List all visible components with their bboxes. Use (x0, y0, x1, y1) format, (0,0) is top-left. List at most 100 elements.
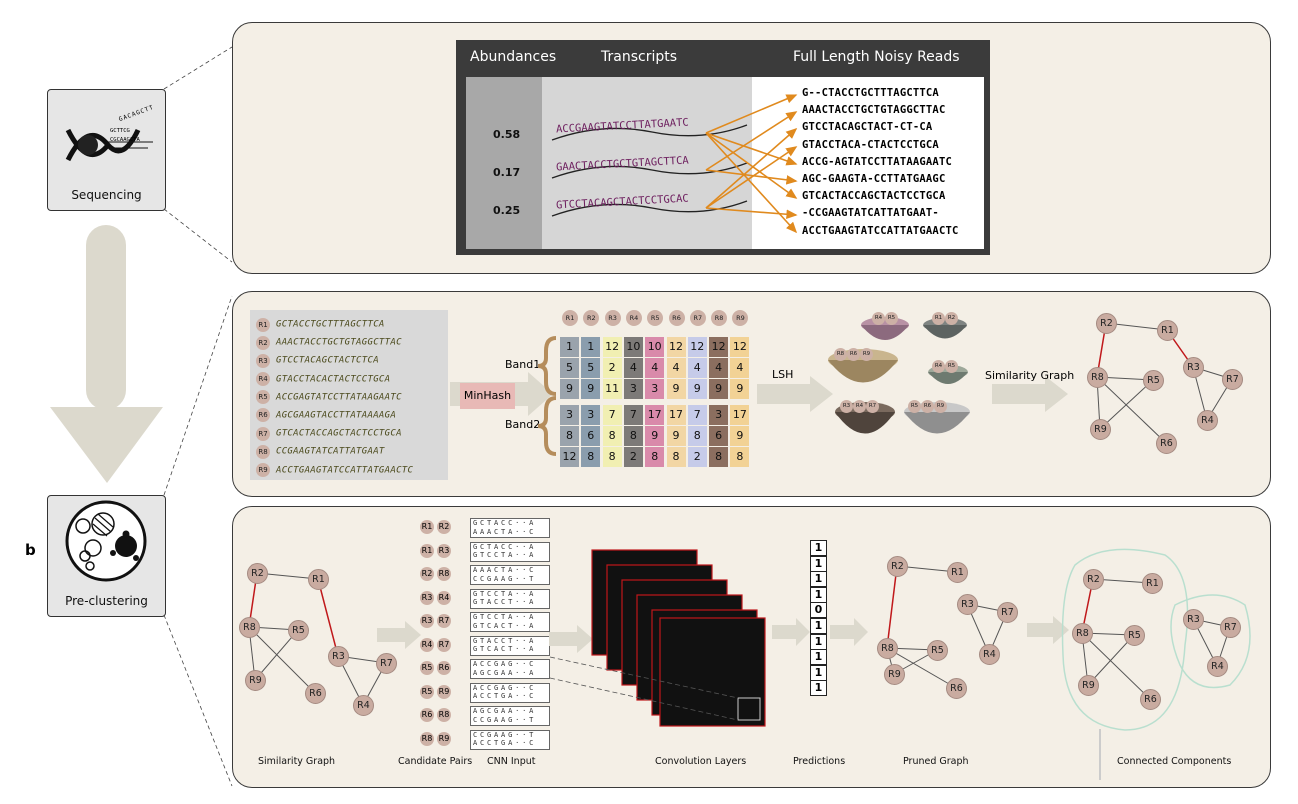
pair-read-badge: R1 (420, 543, 434, 558)
cnn-to-predictions-arrow (772, 618, 810, 646)
bucket-read-badge: R5 (908, 400, 921, 413)
read-row: R8 CCGAAGTATCATTATGAAT (256, 442, 448, 460)
transcripts-header: Transcripts (601, 49, 678, 65)
pair-read-badge: R2 (437, 520, 451, 534)
similarity-graph-bottom: R2 R1 R8 R5 R3 R7 R9 R6 R4 (235, 555, 405, 725)
signature-cell: 8 (687, 426, 707, 446)
cnn-input-grid: AGCGAA··A CCGAAG··T (470, 706, 550, 726)
bucket-read-badge: R6 (921, 400, 934, 413)
read-id-badge: R7 (256, 426, 270, 441)
pair-read-badge: R8 (437, 708, 451, 722)
signature-cell: 3 (560, 405, 579, 425)
graph-node: R6 (1140, 689, 1161, 710)
signature-cell: 3 (645, 379, 665, 399)
signature-cell: 6 (709, 426, 729, 446)
pair-read-badge: R2 (420, 567, 434, 581)
graph-node: R5 (927, 640, 948, 661)
column-read-id: R6 (668, 310, 685, 326)
pair-read-badge: R9 (437, 684, 451, 699)
signature-cell: 4 (666, 358, 686, 378)
band-braces (537, 336, 557, 456)
signature-cell: 2 (623, 447, 643, 467)
pair-read-badge: R9 (437, 731, 451, 746)
graph-edge (1081, 632, 1151, 700)
signature-cell: 4 (687, 358, 707, 378)
signature-cell: 10 (623, 337, 643, 357)
signature-cell: 5 (581, 358, 601, 378)
prediction-value: 1 (810, 586, 827, 603)
read-sequence: AGCGAAGTACCTTATAAAAGA (276, 410, 397, 421)
bucket-read-badge: R5 (885, 312, 898, 325)
pair-read-badge: R5 (420, 684, 434, 699)
prediction-value: 1 (810, 680, 827, 697)
signature-cell: 8 (602, 426, 622, 446)
bucket-read-badge: R8 (834, 348, 847, 361)
cnn-input-grid: GCTACC··A GTCCTA··A (470, 541, 550, 562)
graph-edge (1096, 376, 1167, 444)
cnn-input-grid: GTCCTA··A GTCACT··A (470, 612, 550, 632)
graph-node: R8 (1087, 367, 1108, 388)
abundances-header: Abundances (470, 49, 557, 65)
bucket-read-badge: R4 (872, 312, 885, 325)
signature-cell: 3 (709, 405, 729, 425)
pair-read-badge: R4 (420, 637, 434, 652)
read-id-badge: R3 (256, 353, 270, 368)
band1-label: Band1 (505, 358, 541, 371)
graph-node: R5 (1143, 370, 1164, 391)
column-read-id: R9 (732, 310, 749, 326)
signature-cell: 8 (623, 426, 643, 446)
candidate-pair: R6 R8 (420, 708, 454, 722)
bucket-read-badge: R1 (932, 312, 945, 325)
signature-cell: 9 (666, 379, 686, 399)
pair-read-badge: R7 (437, 614, 451, 628)
signature-cell: 9 (709, 379, 729, 399)
signature-cell: 12 (666, 337, 686, 357)
cnn-input-grid: AAACTA··C CCGAAG··T (470, 565, 550, 585)
graph-node: R7 (1220, 617, 1241, 638)
cnn-input-row: CCGAAG··T (473, 715, 537, 724)
dna-helix-icon (65, 128, 153, 162)
cnn-input-row: AGCGAA··A (473, 707, 537, 715)
signature-cell: 8 (709, 447, 729, 467)
cnn-input-row: ACCTGA··C (473, 692, 537, 700)
abundance-column (466, 77, 542, 249)
graph-node: R7 (1222, 369, 1243, 390)
pair-read-badge: R3 (420, 614, 434, 628)
graph-edge (1087, 634, 1135, 686)
sequencing-label: Sequencing (71, 188, 142, 202)
graph-node: R3 (957, 594, 978, 615)
graph-node: R6 (305, 683, 326, 704)
signature-cell: 4 (709, 358, 729, 378)
cluster-circles-icon (65, 500, 147, 582)
pre-clustering-box: Pre-clustering (47, 495, 166, 617)
read-sequence: AAACTACCTGCTGTAGGCTTAC (276, 337, 402, 348)
pairs-to-cnn-arrow (549, 625, 593, 653)
read-row: R2 AAACTACCTGCTGTAGGCTTAC (256, 333, 448, 351)
abundance-value: 0.25 (493, 204, 521, 217)
graph-node: R3 (328, 646, 349, 667)
signature-cell: 9 (687, 379, 707, 399)
signature-cell: 8 (581, 447, 601, 467)
noisy-read: ACCG-AGTATCCTTATAAGAATC (802, 155, 952, 168)
section-label-b: b (25, 541, 36, 559)
pruned-graph: R2 R1 R8 R5 R3 R7 R9 R6 R4 (860, 550, 1035, 710)
cnn-input-row: GTCCTA··A (473, 589, 537, 598)
read-row: R7 GTCACTACCAGCTACTCCTGCA (256, 424, 448, 442)
signature-cell: 8 (602, 447, 622, 467)
graph-node: R8 (877, 638, 898, 659)
cnn-input-grid: CCGAAG··T ACCTGA··C (470, 729, 550, 750)
graph-node: R1 (308, 569, 329, 590)
noisy-read: AAACTACCTGCTGTAGGCTTAC (802, 104, 946, 117)
signature-cell: 12 (602, 337, 622, 357)
similarity-graph-middle: R2 R1 R8 R5 R3 R7 R9 R6 R4 (1070, 305, 1260, 470)
prediction-value: 1 (810, 555, 827, 572)
bucket-read-badge: R4 (932, 360, 945, 373)
pre-clustering-label: Pre-clustering (65, 594, 148, 608)
bucket-read-badge: R4 (853, 400, 866, 413)
signature-cell: 9 (730, 426, 750, 446)
graph-node: R6 (1156, 433, 1177, 454)
signature-cell: 2 (602, 358, 622, 378)
signature-cell: 17 (666, 405, 686, 425)
signature-cell: 9 (560, 379, 579, 399)
prediction-value: 1 (810, 649, 827, 666)
